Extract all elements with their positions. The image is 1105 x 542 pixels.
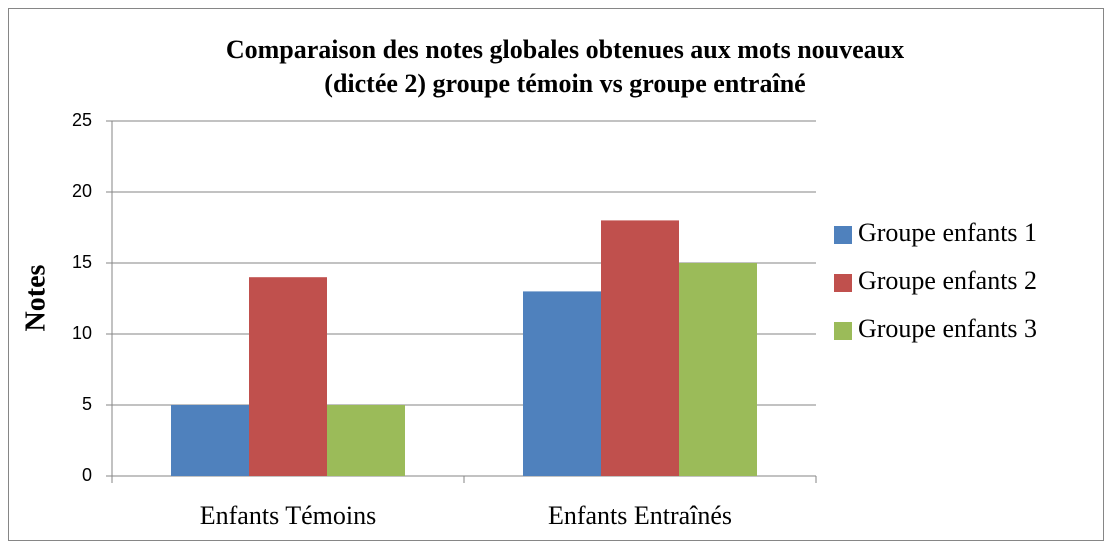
chart-title: (dictée 2) groupe témoin vs groupe entra… [324, 69, 805, 98]
chart-title: Comparaison des notes globales obtenues … [226, 35, 904, 64]
legend-swatch [834, 226, 852, 244]
bar [249, 277, 327, 476]
y-tick-label: 20 [72, 181, 92, 201]
bar [679, 263, 757, 476]
legend-label: Groupe enfants 3 [858, 314, 1037, 343]
y-tick-label: 25 [72, 110, 92, 130]
legend-swatch [834, 322, 852, 340]
x-tick-label: Enfants Témoins [200, 501, 376, 530]
legend-label: Groupe enfants 2 [858, 266, 1037, 295]
bar [327, 405, 405, 476]
y-tick-label: 15 [72, 252, 92, 272]
y-axis-label: Notes [20, 264, 51, 331]
bar [523, 291, 601, 476]
bar [171, 405, 249, 476]
legend-label: Groupe enfants 1 [858, 218, 1037, 247]
y-tick-label: 5 [82, 394, 92, 414]
legend-swatch [834, 274, 852, 292]
bar [601, 220, 679, 476]
y-tick-label: 0 [82, 465, 92, 485]
y-tick-label: 10 [72, 323, 92, 343]
x-tick-label: Enfants Entraînés [548, 501, 732, 530]
